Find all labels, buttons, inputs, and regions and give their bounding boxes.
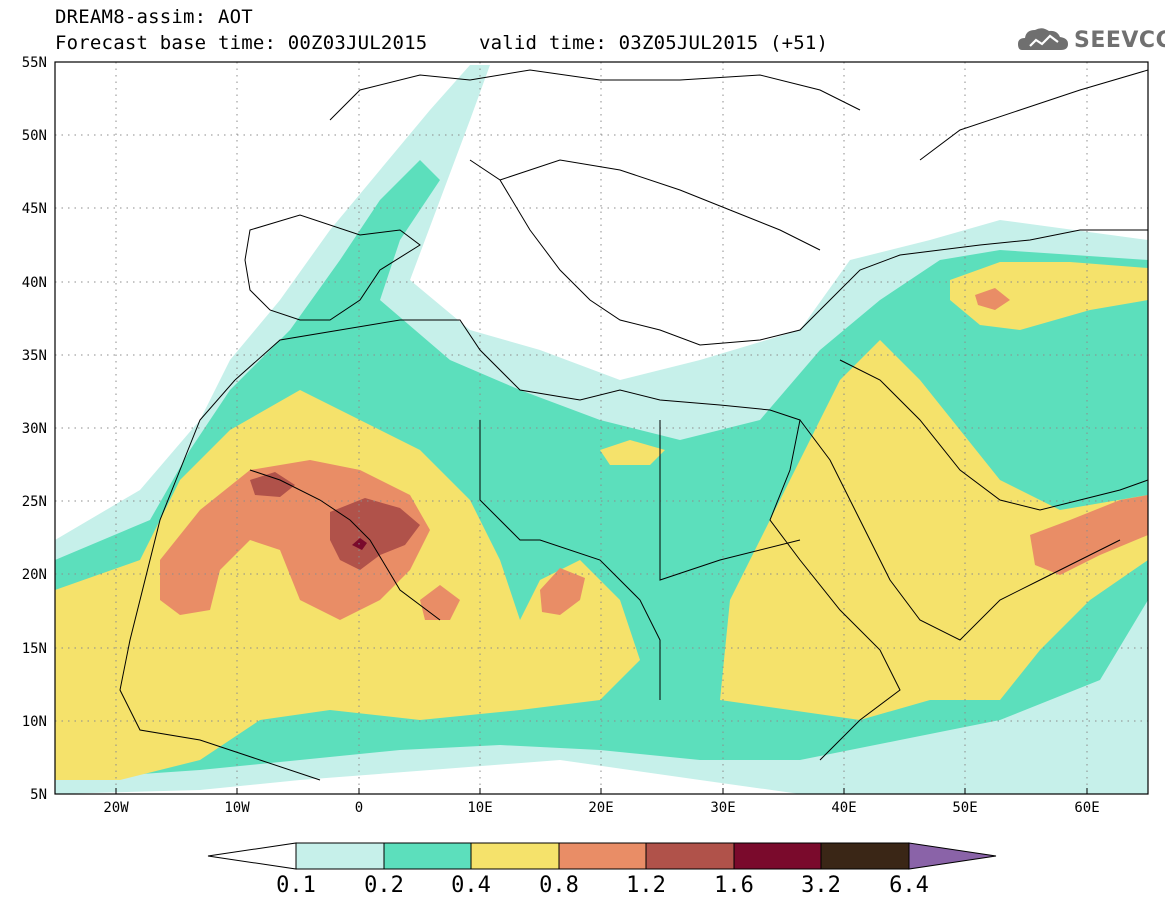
colorbar-swatch (733, 842, 822, 870)
lon-label: 60E (1074, 800, 1099, 816)
colorbar-swatch (820, 842, 910, 870)
lat-label: 15N (22, 641, 47, 657)
aot-field (55, 62, 1148, 794)
colorbar-label: 0.1 (276, 873, 316, 898)
lat-label: 5N (30, 787, 47, 803)
graticule (55, 62, 1148, 794)
lat-label: 35N (22, 348, 47, 364)
aot-contour-0.8 (975, 288, 1010, 310)
lat-label: 50N (22, 128, 47, 144)
forecast-base-time: Forecast base time: 00Z03JUL2015 (55, 32, 428, 54)
valid-time: valid time: 03Z05JUL2015 (+51) (479, 32, 829, 54)
lat-label: 25N (22, 494, 47, 510)
colorbar-swatch (645, 842, 735, 870)
lat-label: 10N (22, 714, 47, 730)
lat-label: 30N (22, 421, 47, 437)
colorbar-under-arrow (207, 842, 297, 870)
colorbar-over-arrow (908, 842, 997, 870)
colorbar-label: 6.4 (889, 873, 929, 898)
colorbar-label: 0.4 (451, 873, 491, 898)
colorbar (207, 842, 997, 870)
lon-label: 40E (831, 800, 856, 816)
axis-ticks (115, 788, 1088, 794)
lon-label: 10W (224, 800, 250, 816)
colorbar-label: 1.6 (714, 873, 754, 898)
lon-label: 30E (710, 800, 735, 816)
aot-contour-0.4 (950, 262, 1148, 330)
aot-contour-0.8 (420, 585, 460, 620)
lat-label: 40N (22, 275, 47, 291)
aot-contour-0.8 (540, 568, 585, 615)
aot-contour-1.2 (250, 472, 295, 497)
lat-label: 45N (22, 201, 47, 217)
colorbar-label: 3.2 (801, 873, 841, 898)
aot-contour-0.4 (720, 340, 1148, 720)
aot-contour-0.4 (600, 440, 665, 465)
colorbar-swatch (383, 842, 472, 870)
aot-contour-0.8 (1030, 495, 1148, 575)
lon-labels: 20W 10W 0 10E 20E 30E 40E 50E 60E (103, 800, 1099, 816)
lat-label: 55N (22, 55, 47, 71)
colorbar-label: 0.2 (364, 873, 404, 898)
colorbar-label: 1.2 (626, 873, 666, 898)
cloud-icon (1018, 28, 1068, 50)
colorbar-swatch (295, 842, 385, 870)
aot-contour-1.2 (330, 498, 420, 570)
brand-logo-text: SEEVCCC (1074, 28, 1165, 53)
coastlines (119, 69, 1148, 781)
lon-label: 20W (103, 800, 129, 816)
lon-label: 50E (952, 800, 977, 816)
colorbar-label: 0.8 (539, 873, 579, 898)
colorbar-swatch (558, 842, 647, 870)
lon-label: 0 (355, 800, 363, 816)
lon-label: 20E (588, 800, 613, 816)
lat-label: 20N (22, 567, 47, 583)
chart-title: DREAM8-assim: AOT (55, 6, 253, 28)
colorbar-swatch (470, 842, 560, 870)
lat-labels: 55N 50N 45N 40N 35N 30N 25N 20N 15N 10N … (22, 55, 47, 803)
lon-label: 10E (467, 800, 492, 816)
